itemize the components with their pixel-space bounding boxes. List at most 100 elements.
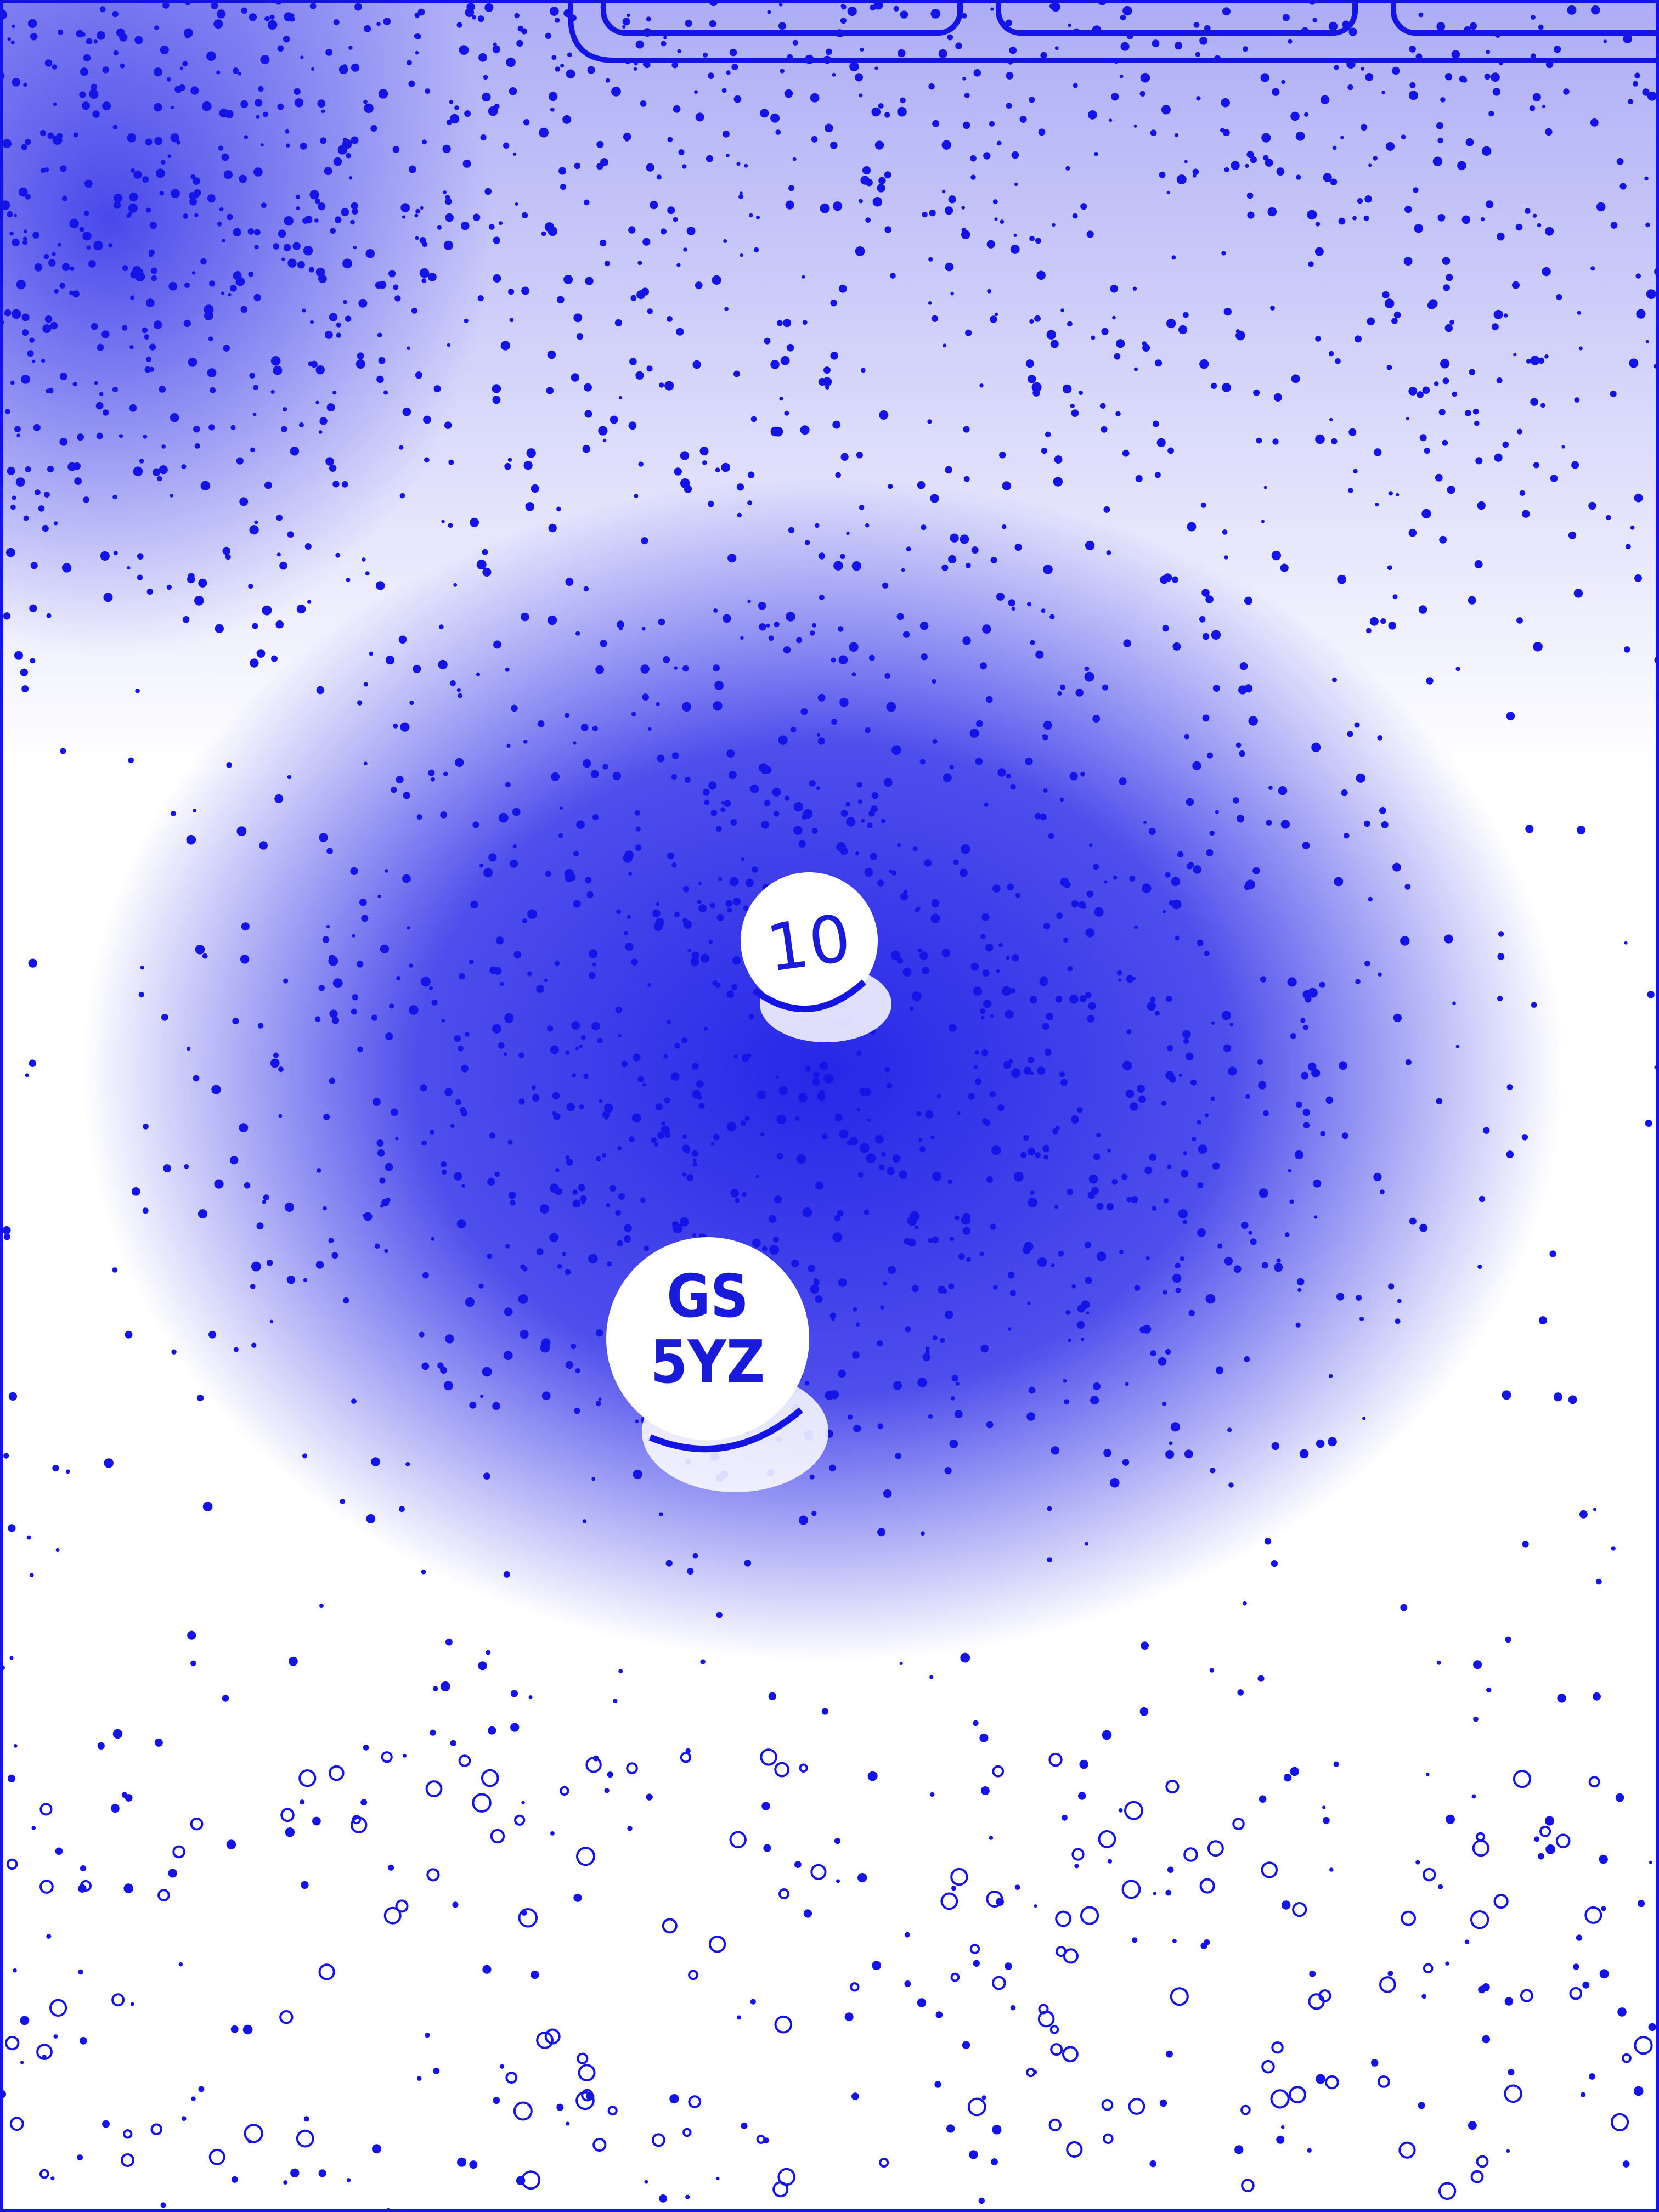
speckle — [1007, 1272, 1015, 1279]
speckle — [1152, 1206, 1157, 1211]
speckle — [303, 2116, 309, 2122]
speckle — [416, 2076, 422, 2081]
speckle — [588, 1254, 598, 1264]
speckle — [300, 1799, 305, 1805]
speckle — [565, 713, 569, 718]
speckle — [1654, 364, 1658, 369]
speckle — [930, 9, 941, 19]
speckle-ring — [1038, 2004, 1049, 2015]
speckle — [521, 286, 530, 295]
speckle — [438, 659, 448, 670]
speckle — [1248, 716, 1258, 726]
speckle — [1435, 473, 1443, 482]
speckle — [379, 1177, 386, 1184]
speckle — [841, 4, 847, 10]
speckle — [1339, 1061, 1347, 1070]
speckle — [1424, 447, 1430, 454]
speckle — [960, 868, 968, 877]
speckle — [839, 697, 849, 707]
speckle — [232, 1018, 239, 1025]
speckle — [29, 1059, 37, 1067]
speckle — [865, 217, 871, 223]
speckle-ring — [513, 2101, 533, 2121]
speckle — [160, 45, 169, 54]
speckle — [251, 1342, 257, 1348]
speckle — [1053, 477, 1063, 487]
speckle — [1093, 1153, 1101, 1160]
speckle — [454, 1172, 462, 1181]
speckle-ring — [352, 1815, 362, 1825]
speckle — [1056, 912, 1063, 919]
speckle — [681, 702, 692, 712]
speckle — [585, 276, 594, 285]
speckle — [600, 640, 607, 647]
speckle — [103, 409, 109, 416]
speckle — [1126, 1029, 1132, 1035]
speckle — [135, 272, 145, 282]
speckle — [1348, 428, 1357, 436]
speckle — [483, 868, 493, 878]
speckle — [1260, 976, 1267, 983]
speckle-ring — [490, 1829, 505, 1844]
speckle — [209, 280, 216, 287]
speckle — [922, 211, 928, 218]
speckle — [377, 894, 381, 899]
speckle — [309, 190, 319, 200]
speckle — [839, 554, 845, 560]
speckle — [1522, 1541, 1529, 1548]
speckle — [681, 1037, 687, 1043]
speckle — [1328, 351, 1334, 357]
speckle — [476, 672, 481, 676]
speckle — [1171, 576, 1178, 583]
speckle — [936, 1094, 941, 1099]
speckle — [1209, 830, 1215, 836]
speckle — [156, 168, 165, 178]
speckle — [1406, 417, 1409, 421]
speckle — [1259, 1188, 1268, 1198]
speckle — [1274, 1263, 1283, 1272]
speckle — [375, 281, 382, 289]
speckle — [396, 975, 401, 981]
speckle — [425, 88, 431, 94]
speckle — [830, 352, 838, 360]
speckle — [1328, 1374, 1333, 1378]
speckle — [1311, 1069, 1321, 1078]
speckle — [47, 466, 54, 473]
speckle — [640, 664, 650, 674]
speckle — [23, 515, 29, 521]
speckle — [236, 457, 244, 465]
speckle — [194, 596, 204, 606]
speckle — [1385, 142, 1395, 151]
speckle — [99, 6, 106, 13]
speckle — [1496, 377, 1503, 383]
speckle — [1534, 1836, 1540, 1842]
speckle — [997, 768, 1006, 777]
speckle — [112, 494, 117, 500]
speckle — [402, 874, 411, 883]
speckle — [1187, 522, 1197, 532]
speckle — [722, 130, 730, 138]
speckle — [1363, 215, 1369, 221]
speckle — [1442, 257, 1451, 266]
speckle — [1634, 72, 1641, 79]
speckle — [685, 1148, 690, 1154]
speckle — [357, 1046, 363, 1053]
speckle — [548, 523, 557, 533]
speckle — [183, 320, 191, 328]
speckle — [221, 153, 229, 161]
speckle — [316, 686, 325, 695]
speckle — [877, 1528, 886, 1537]
speckle — [171, 811, 176, 816]
speckle — [747, 471, 755, 478]
speckle — [906, 546, 911, 552]
speckle — [686, 1174, 694, 1181]
speckle — [917, 948, 922, 953]
speckle — [971, 546, 979, 554]
speckle — [966, 1257, 971, 1262]
speckle — [369, 651, 374, 656]
speckle — [1333, 1761, 1339, 1767]
speckle — [874, 66, 878, 70]
speckle — [815, 1181, 824, 1190]
speckle — [635, 371, 644, 380]
speckle-ring — [1128, 2098, 1146, 2115]
